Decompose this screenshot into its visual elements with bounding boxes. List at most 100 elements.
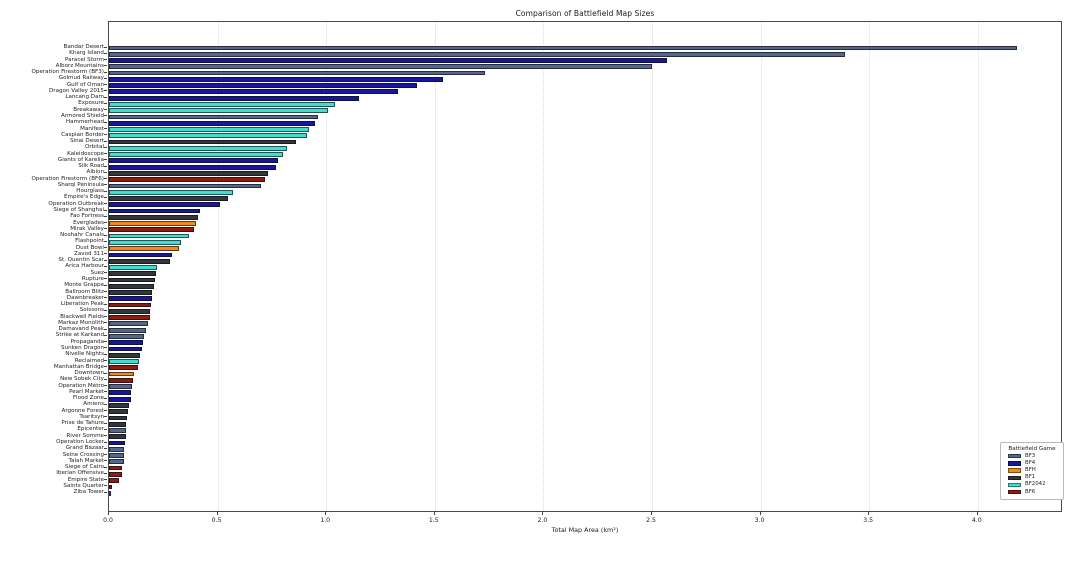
legend-title: Battlefield Game xyxy=(1008,445,1056,452)
bf1-color-swatch xyxy=(1008,475,1021,481)
bar xyxy=(109,64,652,70)
y-tick-mark xyxy=(104,328,107,330)
y-tick-mark xyxy=(104,297,107,299)
y-tick-label: Propaganda xyxy=(70,338,104,345)
y-tick-mark xyxy=(104,84,107,86)
grid-line xyxy=(326,22,328,511)
y-tick-label: River Somme xyxy=(66,432,104,439)
y-tick-mark xyxy=(104,209,107,211)
y-tick-mark xyxy=(104,140,107,142)
y-tick-label: Operation Locker xyxy=(56,439,104,445)
bar xyxy=(109,402,129,408)
y-tick-label: Kharg Island xyxy=(69,50,104,57)
y-tick-mark xyxy=(104,215,107,217)
x-tick-label: 3.0 xyxy=(754,517,765,524)
x-tick-label: 0.5 xyxy=(211,517,222,524)
y-tick-label: Operation Firestorm (BF6) xyxy=(31,175,104,182)
x-tick-label: 2.0 xyxy=(537,517,548,524)
bar xyxy=(109,296,152,302)
y-tick-label: Monte Grappa xyxy=(64,282,104,289)
bar xyxy=(109,221,196,226)
y-tick-label: Lancang Dam xyxy=(65,94,104,101)
bar xyxy=(109,283,154,289)
x-tick-mark xyxy=(542,512,544,515)
bar xyxy=(109,233,190,239)
grid-line xyxy=(217,22,219,511)
x-tick-mark xyxy=(868,512,870,515)
y-tick-label: Siege of Shanghai xyxy=(53,207,104,214)
bar xyxy=(109,145,288,151)
bar xyxy=(109,102,335,107)
y-tick-mark xyxy=(104,90,107,92)
y-tick-label: Prise de Tahure xyxy=(61,420,104,427)
legend-entry: BFH xyxy=(1008,467,1060,473)
y-tick-label: Damavand Peak xyxy=(58,326,104,333)
y-tick-label: Operation Métro xyxy=(58,382,104,389)
bar xyxy=(109,446,125,452)
y-tick-label: Argonne Forest xyxy=(61,407,104,414)
y-tick-label: Exposure xyxy=(78,100,104,107)
y-tick-label: Dawnbreaker xyxy=(66,294,104,301)
bar xyxy=(109,51,846,57)
bar xyxy=(109,208,201,214)
bar xyxy=(109,490,111,496)
y-tick-label: New Sobek City xyxy=(60,376,104,383)
legend-entry: BF3 xyxy=(1008,453,1060,459)
grid-line xyxy=(543,22,545,511)
y-tick-label: Giants of Karelia xyxy=(57,156,104,163)
y-tick-mark xyxy=(104,347,107,349)
x-tick-mark xyxy=(108,512,109,515)
grid-line xyxy=(869,22,871,511)
y-tick-label: Soissons xyxy=(79,307,104,314)
y-tick-mark xyxy=(104,366,107,368)
y-tick-label: Pearl Market xyxy=(69,388,104,395)
y-tick-label: Rupture xyxy=(81,275,104,282)
bar xyxy=(109,164,277,170)
bar xyxy=(109,340,143,346)
y-tick-label: Nivelle Nights xyxy=(65,351,104,358)
y-tick-mark xyxy=(104,128,107,129)
x-tick-mark xyxy=(651,512,652,515)
y-tick-mark xyxy=(104,178,107,180)
y-tick-label: Grand Bazaar xyxy=(65,445,104,452)
bar xyxy=(109,365,138,371)
y-tick-label: Siege of Cairo xyxy=(65,464,104,471)
bar xyxy=(109,95,359,101)
y-tick-mark xyxy=(104,397,107,399)
y-tick-label: Iberian Offensive xyxy=(56,470,104,477)
y-tick-label: Zavod 311 xyxy=(74,250,104,257)
bar xyxy=(109,252,172,258)
y-tick-label: Dragon Valley 2015 xyxy=(48,87,104,94)
bar xyxy=(109,434,126,440)
legend-entry: BF4 xyxy=(1008,460,1060,466)
bar xyxy=(109,196,229,201)
x-tick-label: 4.0 xyxy=(971,517,982,524)
grid-line xyxy=(434,22,436,511)
bar xyxy=(109,415,127,421)
bar xyxy=(109,421,127,427)
y-tick-mark xyxy=(104,134,107,136)
grid-line xyxy=(760,22,762,511)
bar xyxy=(109,440,126,446)
y-tick-mark xyxy=(104,479,107,481)
y-tick-label: Everglades xyxy=(73,219,104,226)
bar xyxy=(109,459,124,465)
bar xyxy=(109,352,141,358)
y-tick-mark xyxy=(104,46,107,48)
chart-title: Comparison of Battlefield Map Sizes xyxy=(515,9,655,18)
bar xyxy=(109,189,233,195)
y-tick-label: Hourglass xyxy=(76,188,104,195)
bar xyxy=(109,139,296,145)
y-tick-mark xyxy=(104,171,107,173)
bar xyxy=(109,246,179,252)
y-tick-label: Dust Bowl xyxy=(75,244,104,251)
bf2042-color-swatch xyxy=(1008,482,1021,488)
y-tick-label: Mirak Valley xyxy=(70,225,104,232)
y-tick-label: Reclaimed xyxy=(74,357,104,364)
y-tick-label: Gulf of Oman xyxy=(66,81,104,88)
y-tick-mark xyxy=(104,353,107,355)
y-tick-mark xyxy=(104,109,107,111)
x-axis-label: Total Map Area (km²) xyxy=(551,526,619,534)
y-tick-label: Paracel Storm xyxy=(65,56,104,63)
bar xyxy=(109,171,268,176)
